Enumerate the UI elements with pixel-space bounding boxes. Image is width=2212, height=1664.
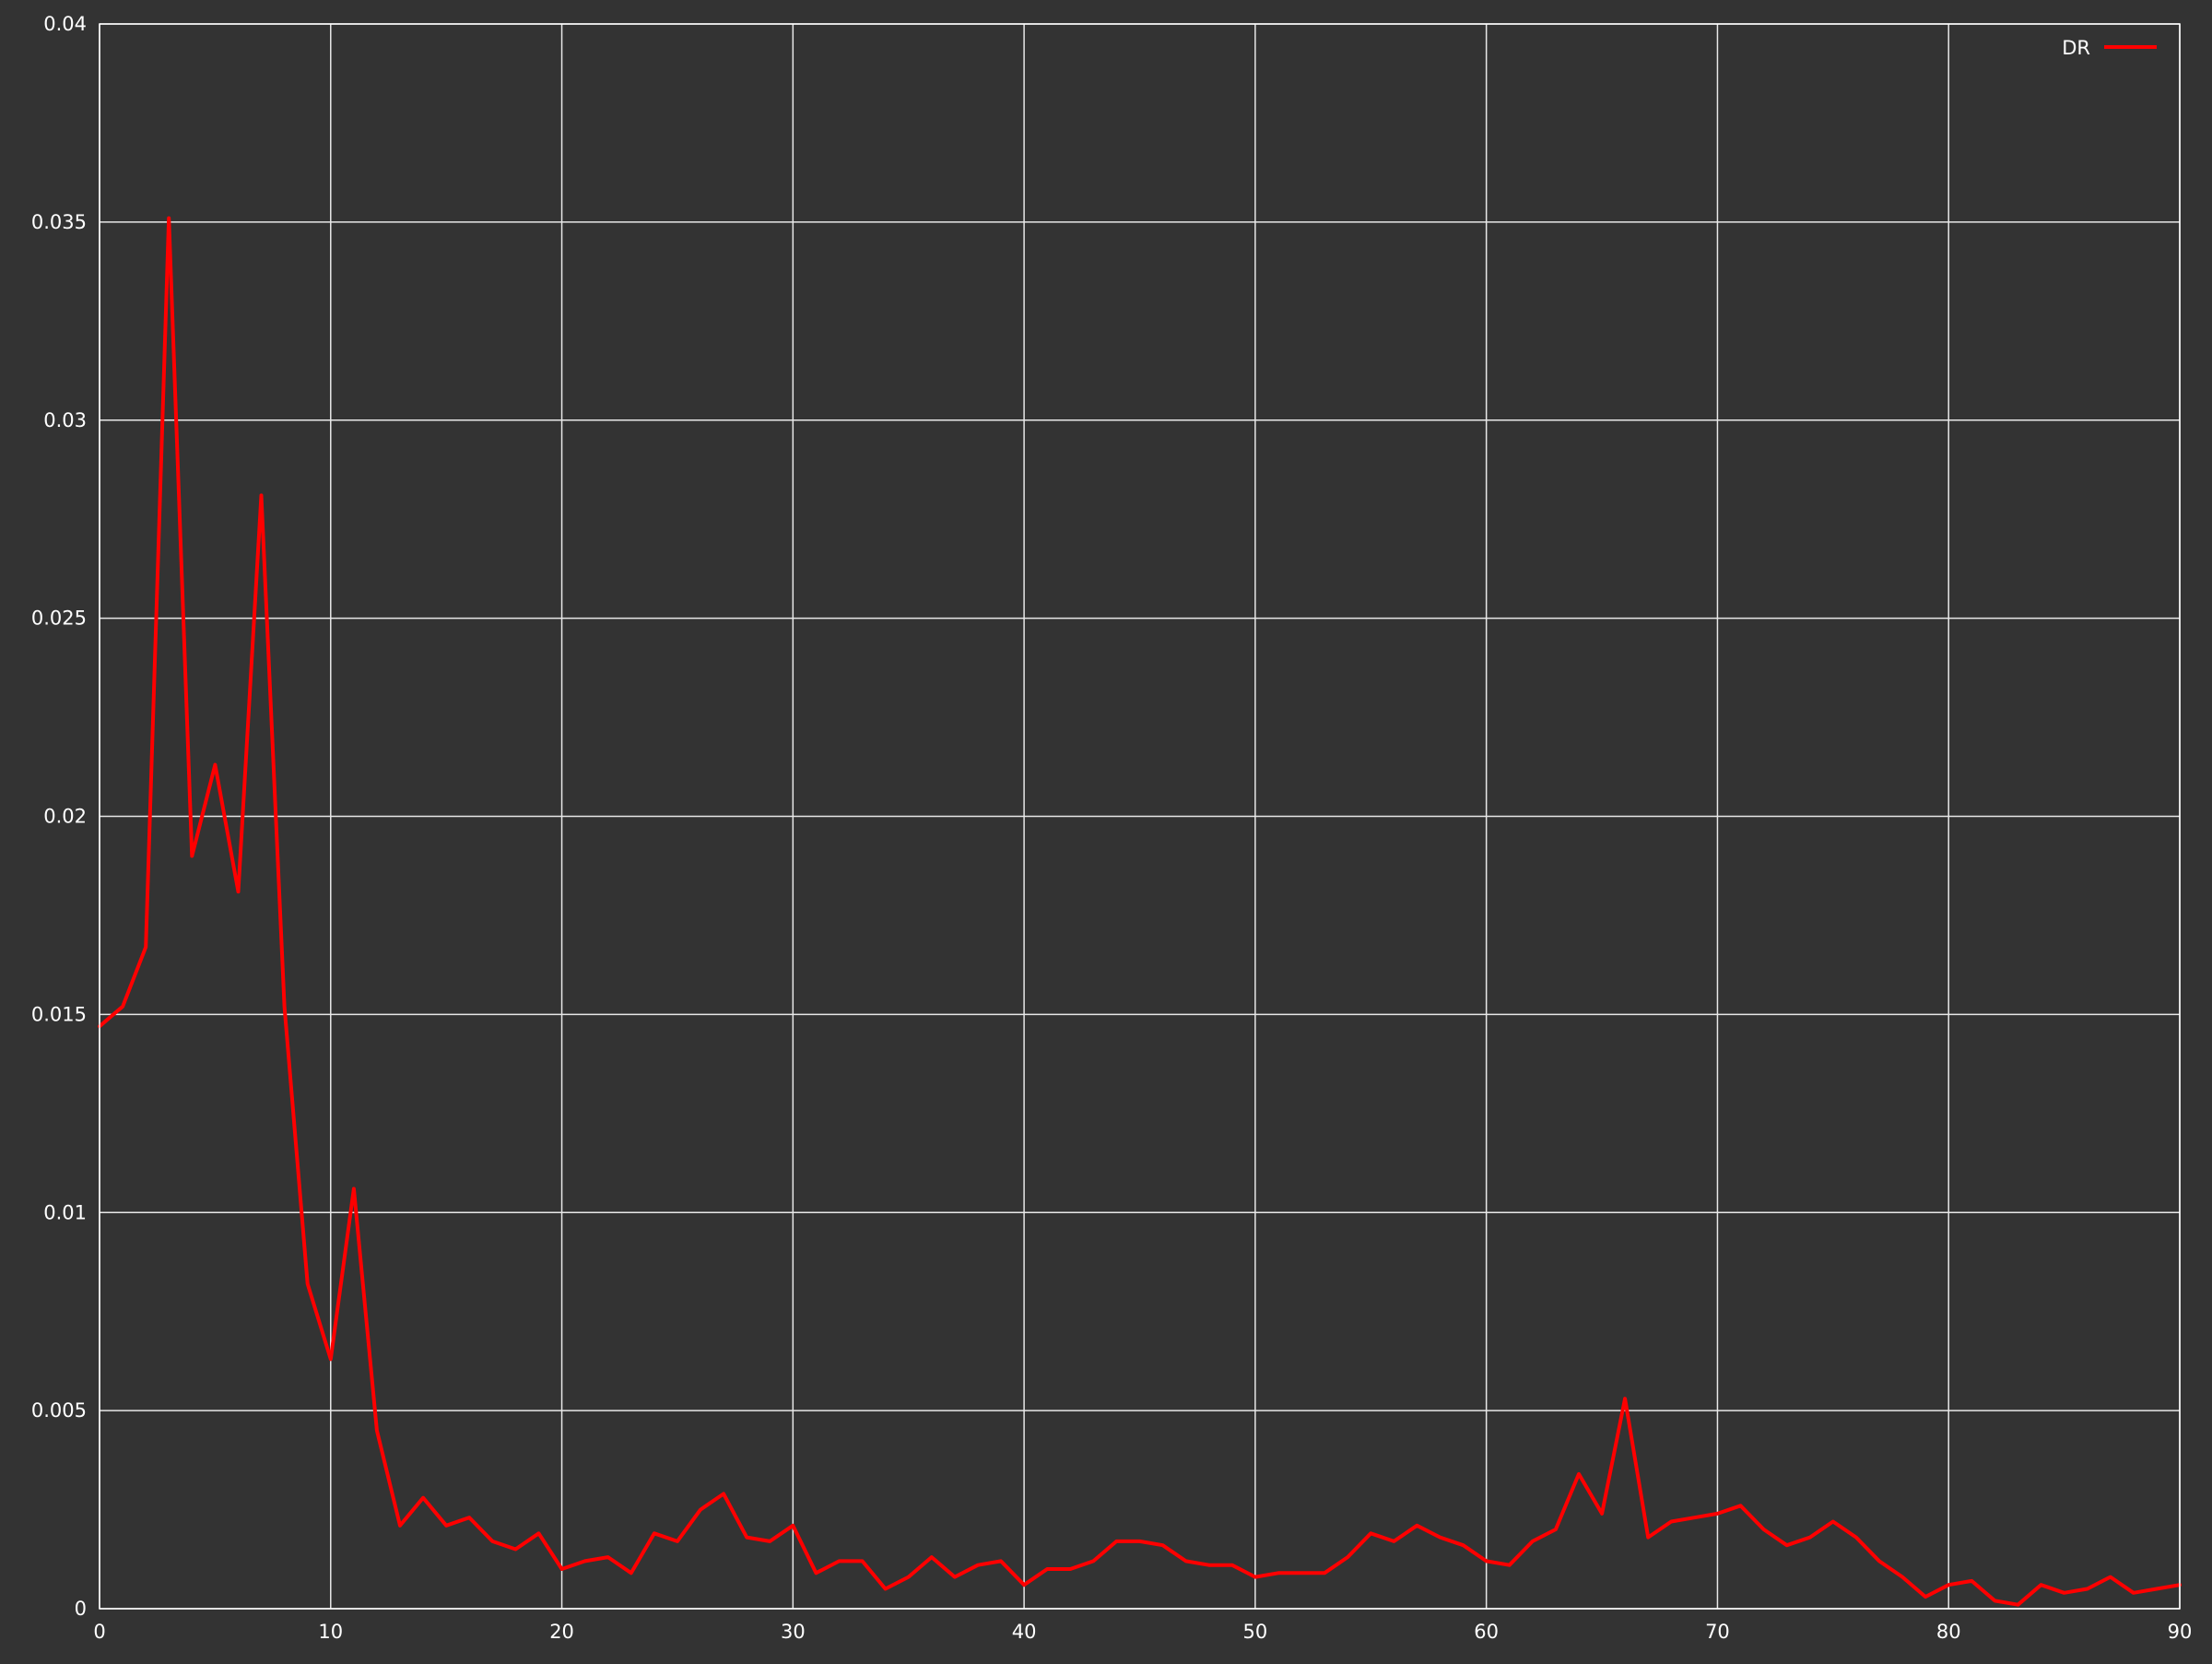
x-tick-label: 90 xyxy=(2168,1621,2193,1643)
x-tick-label: 40 xyxy=(1012,1621,1037,1643)
plot-frame xyxy=(99,23,2181,1610)
x-tick-label: 10 xyxy=(318,1621,343,1643)
x-tick-label: 50 xyxy=(1243,1621,1268,1643)
x-tick-label: 20 xyxy=(549,1621,574,1643)
y-tick-label: 0 xyxy=(75,1598,87,1620)
x-tick-label: 80 xyxy=(1936,1621,1961,1643)
tick-labels: 0 10 20 30 40 50 60 70 80 90 0 0.005 0.01 0.015 0.02 0.… xyxy=(31,13,2192,1643)
y-tick-label: 0.01 xyxy=(43,1201,87,1223)
legend-label: DR xyxy=(2062,37,2090,59)
x-tick-label: 70 xyxy=(1705,1621,1730,1643)
y-tick-label: 0.035 xyxy=(31,211,87,233)
y-tick-label: 0.02 xyxy=(43,806,87,828)
x-tick-label: 0 xyxy=(93,1621,105,1643)
series-layer xyxy=(98,216,2182,1607)
y-tick-label: 0.005 xyxy=(31,1399,87,1422)
x-tick-label: 30 xyxy=(781,1621,806,1643)
y-tick-label: 0.04 xyxy=(43,13,87,35)
y-tick-label: 0.025 xyxy=(31,608,87,630)
y-tick-label: 0.03 xyxy=(43,409,87,431)
x-tick-label: 60 xyxy=(1474,1621,1499,1643)
legend: DR xyxy=(2062,37,2157,59)
series-line-dr xyxy=(98,216,2182,1607)
y-tick-label: 0.015 xyxy=(31,1003,87,1025)
